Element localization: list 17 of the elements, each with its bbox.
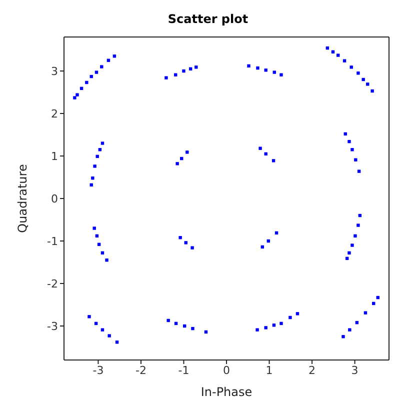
y-tick-label: 1 [51,150,58,163]
x-tick-label: 2 [308,364,316,377]
x-tick-label: -1 [178,364,190,377]
chart-title: Scatter plot [166,11,250,28]
x-axis-title: In-Phase [200,385,252,399]
x-tick-label: -3 [92,364,104,377]
y-tick-label: -2 [47,277,58,290]
y-tick-label: 2 [51,107,58,120]
x-tick-label: 1 [266,364,273,377]
x-tick-label: -2 [135,364,146,377]
y-tick-label: 3 [51,64,58,78]
y-axis-title: Quadrature [15,164,30,233]
y-tick-label: 0 [51,192,58,206]
x-tick-label: 0 [223,364,230,377]
y-tick-label: -1 [47,234,58,248]
x-tick-label: 3 [351,364,358,377]
y-tick-label: -3 [47,320,58,333]
